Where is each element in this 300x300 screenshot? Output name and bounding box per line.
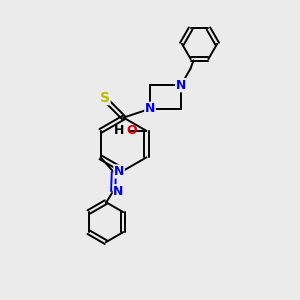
Text: N: N xyxy=(114,165,124,178)
Text: H: H xyxy=(114,124,124,137)
Text: N: N xyxy=(145,102,155,115)
Text: N: N xyxy=(176,79,186,92)
Text: O: O xyxy=(126,124,137,137)
Text: N: N xyxy=(113,185,124,198)
Text: S: S xyxy=(100,91,110,105)
